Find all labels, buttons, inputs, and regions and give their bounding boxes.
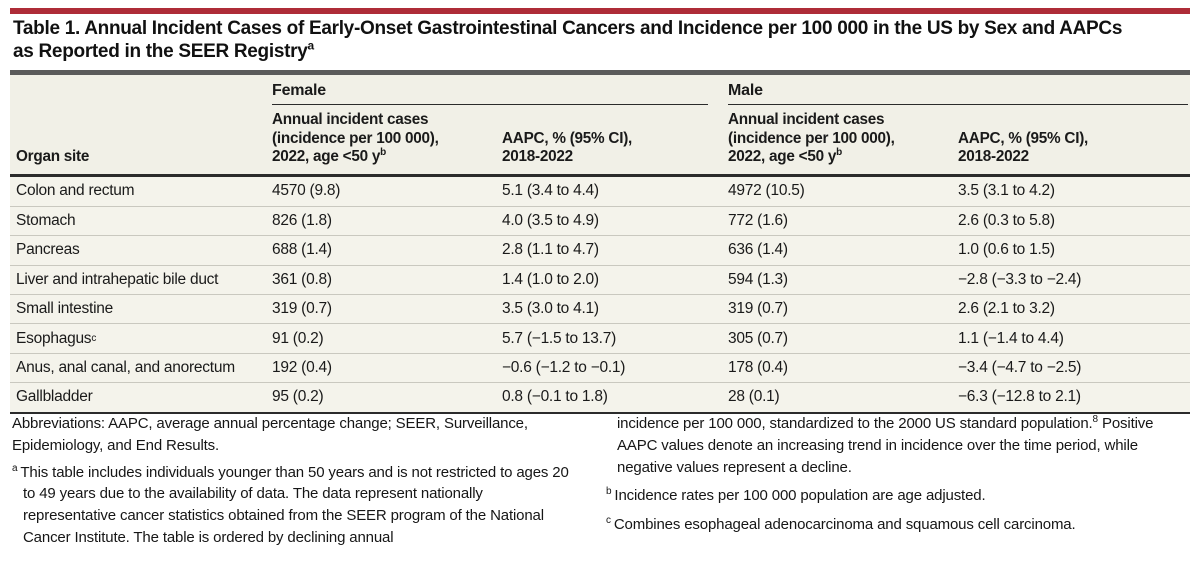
table-row: Pancreas 688 (1.4) 2.8 (1.1 to 4.7) 636 …	[10, 235, 1190, 265]
footnotes-right-column: incidence per 100 000, standardized to t…	[606, 413, 1190, 536]
footnote-a-continuation: incidence per 100 000, standardized to t…	[617, 414, 1154, 476]
female-cases-footnote-marker: b	[380, 146, 386, 158]
cell-organ: Esophagus c	[16, 329, 97, 347]
cell-female-cases: 826 (1.8)	[272, 212, 332, 230]
table-row: Esophagus c 91 (0.2) 5.7 (−1.5 to 13.7) 3…	[10, 323, 1190, 353]
cell-female-aapc: 1.4 (1.0 to 2.0)	[502, 270, 599, 288]
cell-male-aapc: 1.0 (0.6 to 1.5)	[958, 241, 1055, 259]
cell-male-aapc: −6.3 (−12.8 to 2.1)	[958, 388, 1081, 406]
cell-male-cases: 319 (0.7)	[728, 300, 788, 318]
cell-male-cases: 28 (0.1)	[728, 388, 780, 406]
cell-male-aapc: 3.5 (3.1 to 4.2)	[958, 182, 1055, 200]
table-row: Small intestine 319 (0.7) 3.5 (3.0 to 4.…	[10, 294, 1190, 324]
title-divider-bar	[10, 70, 1190, 75]
cell-organ: Gallbladder	[16, 388, 93, 406]
column-header-female-aapc: AAPC, % (95% CI), 2018-2022	[496, 105, 722, 174]
female-aapc-label: AAPC, % (95% CI), 2018-2022	[502, 129, 633, 166]
footnote-b-text: Incidence rates per 100 000 population a…	[614, 487, 986, 505]
cell-male-aapc: −3.4 (−4.7 to −2.5)	[958, 359, 1082, 377]
cell-female-cases: 319 (0.7)	[272, 300, 332, 318]
footnote-c: c Combines esophageal adenocarcinoma and …	[606, 514, 1190, 536]
accent-top-bar	[10, 8, 1190, 14]
footnote-a-marker: a	[12, 462, 18, 474]
cell-male-aapc: 2.6 (0.3 to 5.8)	[958, 212, 1055, 230]
cell-male-cases: 772 (1.6)	[728, 212, 788, 230]
table-row: Liver and intrahepatic bile duct 361 (0.…	[10, 264, 1190, 295]
column-header-male-cases: Annual incident cases (incidence per 100 …	[722, 105, 952, 174]
footnote-b: b Incidence rates per 100 000 population …	[606, 485, 1190, 507]
cell-male-cases: 178 (0.4)	[728, 359, 788, 377]
cell-organ: Anus, anal canal, and anorectum	[16, 359, 235, 377]
cell-female-cases: 91 (0.2)	[272, 329, 324, 347]
footnote-c-marker: c	[606, 515, 611, 527]
cell-male-cases: 636 (1.4)	[728, 241, 788, 259]
column-header-female-cases: Annual incident cases (incidence per 100 …	[266, 105, 496, 174]
female-cases-label: Annual incident cases (incidence per 100 …	[272, 111, 439, 165]
table-title: Table 1. Annual Incident Cases of Early-…	[13, 17, 1183, 63]
cell-male-cases: 305 (0.7)	[728, 329, 788, 347]
footnote-c-text: Combines esophageal adenocarcinoma and s…	[613, 516, 1076, 534]
table-row: Stomach 826 (1.8) 4.0 (3.5 to 4.9) 772 (…	[10, 205, 1190, 236]
cell-male-aapc: −2.8 (−3.3 to −2.4)	[958, 270, 1082, 288]
table-row: Colon and rectum 4570 (9.8) 5.1 (3.4 to …	[10, 176, 1190, 206]
table-row: Anus, anal canal, and anorectum 192 (0.4…	[10, 352, 1190, 383]
footnotes-left-column: Abbreviations: AAPC, average annual perc…	[12, 413, 574, 549]
group-header-spacer	[10, 75, 266, 105]
cell-male-cases: 4972 (10.5)	[728, 182, 805, 200]
cell-female-aapc: 0.8 (−0.1 to 1.8)	[502, 388, 608, 406]
footnote-a-text: This table includes individuals younger …	[20, 463, 569, 546]
cell-female-aapc: 4.0 (3.5 to 4.9)	[502, 212, 599, 230]
cell-female-cases: 95 (0.2)	[272, 388, 324, 406]
male-aapc-label: AAPC, % (95% CI), 2018-2022	[958, 129, 1089, 166]
group-header-row: Female Male	[10, 75, 1190, 105]
male-cases-label: Annual incident cases (incidence per 100 …	[728, 111, 895, 165]
cell-female-aapc: 5.1 (3.4 to 4.4)	[502, 182, 599, 200]
cell-female-aapc: 2.8 (1.1 to 4.7)	[502, 241, 599, 259]
table-title-line1: Table 1. Annual Incident Cases of Early-…	[13, 18, 1123, 39]
cell-female-cases: 4570 (9.8)	[272, 182, 341, 200]
table-header: Female Male Organ site Annual incident c…	[10, 75, 1190, 177]
cell-female-cases: 192 (0.4)	[272, 359, 332, 377]
footnote-a: a This table includes individuals younger…	[12, 462, 574, 549]
cell-female-cases: 361 (0.8)	[272, 270, 332, 288]
group-header-female: Female	[266, 75, 722, 105]
cell-female-aapc: 5.7 (−1.5 to 13.7)	[502, 329, 616, 347]
data-table: Female Male Organ site Annual incident c…	[10, 75, 1190, 414]
footnote-b-marker: b	[606, 486, 612, 498]
group-header-male: Male	[722, 75, 1190, 105]
reference-8-marker: 8	[1092, 414, 1099, 425]
male-cases-footnote-marker: b	[836, 146, 842, 158]
cell-male-aapc: 1.1 (−1.4 to 4.4)	[958, 329, 1064, 347]
cell-female-cases: 688 (1.4)	[272, 241, 332, 259]
group-header-male-label: Male	[728, 82, 1188, 105]
cell-organ: Liver and intrahepatic bile duct	[16, 270, 219, 288]
abbreviations-note: Abbreviations: AAPC, average annual perc…	[12, 415, 528, 454]
column-header-male-aapc: AAPC, % (95% CI), 2018-2022	[952, 105, 1190, 174]
cell-male-cases: 594 (1.3)	[728, 270, 788, 288]
cell-organ: Colon and rectum	[16, 182, 135, 200]
table-title-footnote-marker: a	[307, 38, 314, 53]
cell-male-aapc: 2.6 (2.1 to 3.2)	[958, 300, 1055, 318]
cell-organ: Stomach	[16, 212, 76, 230]
table-title-line2: as Reported in the SEER Registrya	[13, 40, 1183, 63]
table-body: Colon and rectum 4570 (9.8) 5.1 (3.4 to …	[10, 176, 1190, 414]
group-header-female-label: Female	[272, 82, 708, 105]
column-header-organ-site: Organ site	[10, 105, 266, 174]
cell-organ: Pancreas	[16, 241, 80, 259]
organ-site-label: Organ site	[16, 148, 90, 165]
table-title-line2-text: as Reported in the SEER Registry	[13, 41, 308, 62]
cell-organ: Small intestine	[16, 300, 114, 318]
table-row: Gallbladder 95 (0.2) 0.8 (−0.1 to 1.8) 2…	[10, 382, 1190, 412]
cell-female-aapc: −0.6 (−1.2 to −0.1)	[502, 359, 626, 377]
column-header-row: Organ site Annual incident cases (inciden…	[10, 105, 1190, 174]
cell-female-aapc: 3.5 (3.0 to 4.1)	[502, 300, 599, 318]
